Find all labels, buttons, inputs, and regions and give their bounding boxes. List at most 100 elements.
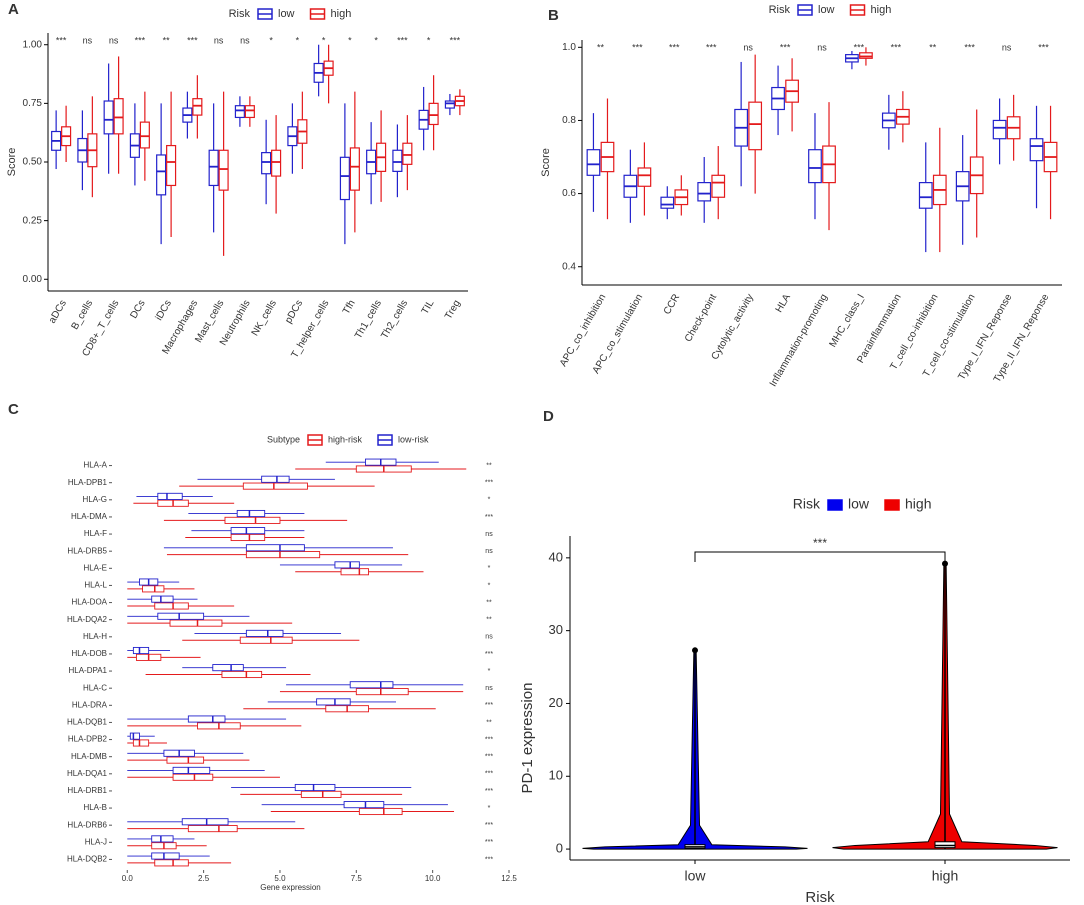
y-tick-label: 1.00 [23, 39, 43, 50]
legend-label: high-risk [328, 434, 363, 444]
legend-label: low [818, 4, 835, 16]
y-tick-label: 0.50 [23, 157, 43, 168]
significance: * [322, 35, 326, 45]
significance: ns [240, 35, 250, 45]
significance-bracket [694, 551, 946, 562]
box [208, 149, 219, 187]
box [157, 612, 205, 620]
significance: *** [450, 35, 461, 45]
significance: ns [817, 42, 827, 52]
significance: *** [187, 35, 198, 45]
y-axis-label: Score [6, 148, 18, 177]
significance: *** [485, 754, 493, 761]
y-tick-label: HLA-DRB6 [67, 820, 107, 829]
x-tick-label: aDCs [47, 298, 69, 325]
box [637, 167, 652, 187]
y-tick-label: 40 [549, 549, 563, 564]
x-tick-label: B_cells [70, 298, 96, 331]
significance: *** [854, 42, 865, 52]
max-point [942, 560, 948, 567]
y-tick-label: 10 [549, 768, 563, 783]
x-axis-label: Risk [805, 889, 835, 905]
box [349, 147, 360, 191]
x-tick-label: MHC_class_I [828, 292, 867, 349]
box [103, 100, 114, 135]
y-tick-label: HLA-DRB1 [67, 786, 107, 795]
panel-label: B [548, 7, 559, 24]
significance: *** [813, 536, 827, 550]
box [192, 98, 203, 116]
legend-label: high [331, 8, 352, 20]
significance: * [269, 35, 273, 45]
box [355, 688, 409, 696]
significance: ** [486, 719, 492, 726]
box [151, 595, 174, 603]
y-tick-label: HLA-DRB5 [67, 546, 107, 555]
box [142, 585, 165, 593]
significance: ns [109, 35, 119, 45]
box [234, 105, 245, 119]
y-tick-label: 20 [549, 695, 563, 710]
x-tick-label: low [684, 868, 706, 884]
significance: *** [485, 856, 493, 863]
x-tick-label: 10.0 [425, 874, 441, 883]
significance: *** [632, 42, 643, 52]
y-tick-label: HLA-E [83, 563, 107, 572]
y-tick-label: HLA-DQA2 [67, 615, 108, 624]
significance: *** [780, 42, 791, 52]
box [212, 664, 244, 672]
box [392, 149, 403, 172]
y-tick-label: HLA-DOB [71, 649, 107, 658]
legend-label: low-risk [398, 434, 429, 444]
y-tick-label: HLA-L [84, 581, 107, 590]
y-tick-label: HLA-DOA [71, 598, 107, 607]
significance: * [488, 668, 491, 675]
box [358, 807, 403, 816]
box [859, 52, 873, 59]
significance: ns [83, 35, 93, 45]
legend-label: low [848, 496, 870, 512]
significance: ns [1002, 42, 1012, 52]
panel-label: A [8, 1, 19, 18]
significance: *** [135, 35, 146, 45]
y-tick-label: 30 [549, 622, 563, 637]
significance: *** [669, 42, 680, 52]
y-tick-label: 0.25 [23, 215, 43, 226]
box [239, 636, 293, 644]
box [586, 149, 601, 176]
box [261, 152, 272, 175]
y-tick-label: HLA-DRA [72, 700, 108, 709]
x-tick-label: 7.5 [351, 874, 363, 883]
box [132, 646, 150, 655]
y-tick-label: HLA-DQA1 [67, 769, 108, 778]
y-axis-label: Score [540, 148, 552, 177]
y-tick-label: HLA-A [83, 461, 107, 470]
box [261, 475, 290, 483]
box [169, 619, 223, 627]
y-tick-label: HLA-B [83, 803, 107, 812]
x-tick-label: Th2_cells [379, 298, 410, 341]
box [334, 561, 360, 569]
significance: ns [214, 35, 224, 45]
box [172, 773, 214, 781]
x-tick-label: Cytolytic_activity [710, 292, 756, 362]
box [139, 121, 150, 149]
max-point [692, 647, 698, 654]
box [151, 835, 174, 843]
x-tick-label: TIL [420, 298, 437, 316]
significance: *** [485, 839, 493, 846]
box [236, 509, 266, 518]
y-tick-label: 1.0 [562, 42, 576, 53]
significance: ** [486, 599, 492, 606]
y-tick-label: 0.00 [23, 274, 43, 285]
box [300, 790, 342, 798]
significance: ns [485, 634, 493, 641]
significance: ns [743, 42, 753, 52]
x-tick-label: 5.0 [274, 874, 286, 883]
x-tick-label: 2.5 [198, 874, 210, 883]
x-tick-label: Treg [443, 298, 463, 321]
box [154, 602, 189, 610]
legend-label: high [905, 496, 931, 512]
legend-swatch [827, 499, 843, 511]
